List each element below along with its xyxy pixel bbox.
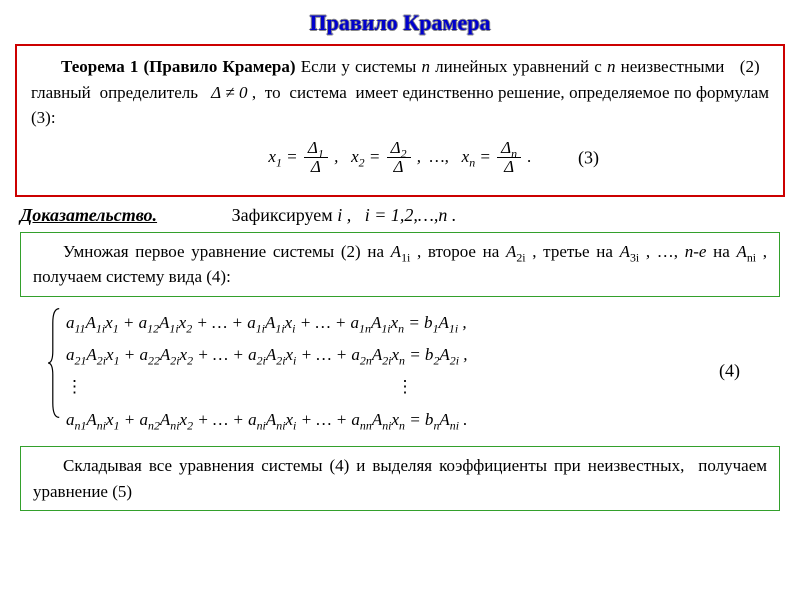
system-label: (4) — [719, 361, 740, 382]
theorem-delta: Δ ≠ 0 — [211, 83, 247, 102]
theorem-t1: Если у системы — [301, 57, 422, 76]
g1-ne: n-е — [685, 242, 707, 261]
system-row-n: an1Anix1 + an2Anix2 + … + aniAnixi + … +… — [66, 404, 770, 436]
system-row-2: a21A2ix1 + a22A2ix2 + … + a2iA2ixi + … +… — [66, 339, 770, 371]
theorem-t2: линейных уравнений с — [435, 57, 607, 76]
system-4-wrap: a11A1ix1 + a12A1ix2 + … + a1iA1ixi + … +… — [0, 307, 800, 436]
theorem-label: Теорема 1 (Правило Крамера) — [61, 57, 296, 76]
proof-fix: Зафиксируем — [232, 205, 338, 225]
g1-t1: Умножая первое уравнение системы (2) на — [63, 242, 391, 261]
g1-t2: , второе на — [417, 242, 506, 261]
theorem-box: Теорема 1 (Правило Крамера) Если у систе… — [15, 44, 785, 197]
page-title: Правило Крамера — [0, 0, 800, 44]
title-text: Правило Крамера — [310, 10, 491, 35]
proof-line: Доказательство. Зафиксируем i , i = 1,2,… — [20, 205, 780, 226]
proof-i: i — [337, 205, 342, 225]
green-box-1: Умножая первое уравнение системы (2) на … — [20, 232, 780, 297]
formula-3-body: x1 = Δ1Δ , x2 = Δ2Δ , …, xn = ΔnΔ . — [268, 147, 531, 166]
theorem-n1: n — [422, 57, 431, 76]
system-row-dots: ⋮ ⋮ — [66, 371, 770, 403]
left-brace-icon — [48, 307, 64, 419]
proof-range: , i = 1,2,…,n . — [347, 205, 457, 225]
system-row-1: a11A1ix1 + a12A1ix2 + … + a1iA1ixi + … +… — [66, 307, 770, 339]
system-4: a11A1ix1 + a12A1ix2 + … + a1iA1ixi + … +… — [48, 307, 770, 436]
formula-3-label: (3) — [578, 144, 599, 171]
g2-text: Складывая все уравнения системы (4) и вы… — [33, 456, 767, 501]
green-box-2: Складывая все уравнения системы (4) и вы… — [20, 446, 780, 511]
theorem-n2: n — [607, 57, 616, 76]
formula-3: x1 = Δ1Δ , x2 = Δ2Δ , …, xn = ΔnΔ . (3) — [31, 139, 769, 177]
proof-label: Доказательство. — [20, 205, 157, 225]
g1-t4: , …, — [646, 242, 685, 261]
g1-t3: , третье на — [532, 242, 619, 261]
g1-t5: на — [713, 242, 736, 261]
